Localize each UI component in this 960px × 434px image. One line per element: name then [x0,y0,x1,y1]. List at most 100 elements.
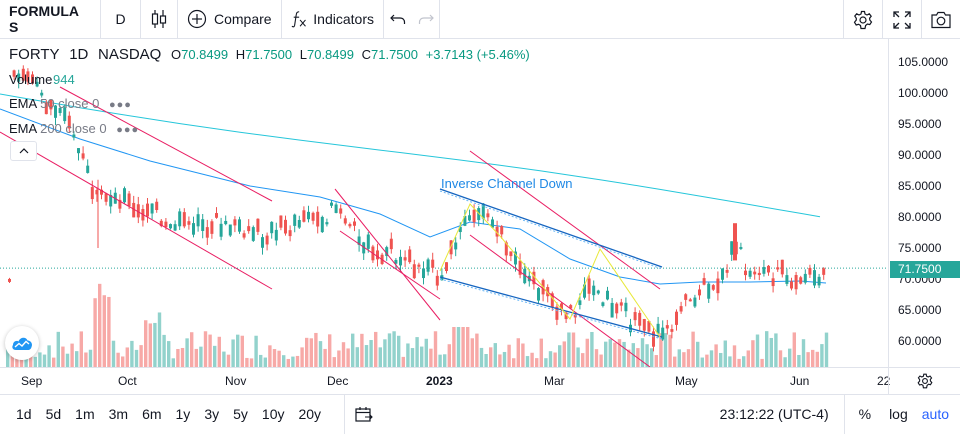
range-20y[interactable]: 20y [298,406,322,422]
volume-bar [383,339,387,367]
volume-bar [700,357,704,367]
more-icon[interactable]: ●●● [108,99,132,111]
candle-body [412,264,416,279]
time-axis[interactable]: Sep Oct Nov Dec 2023 Mar May Jun 22 [0,367,891,394]
time-label: Dec [327,374,349,388]
candle-body [458,226,462,233]
price-label: 75.0000 [898,241,942,255]
volume-bar [111,340,116,367]
ema200-legend[interactable]: EMA 200 close 0 ●●● [9,117,530,142]
candle-body [707,283,711,299]
volume-bar [125,347,129,367]
volume-legend[interactable]: Volume 944 [9,68,530,92]
range-1m[interactable]: 1m [75,406,95,422]
volume-bar [594,349,599,367]
candle-body [514,251,517,265]
volume-bar [406,343,410,367]
candle-body [606,290,609,300]
percent-scale-toggle[interactable]: % [858,406,872,422]
price-label: 105.0000 [898,55,949,69]
volume-bar [88,349,93,367]
candle-body [753,271,757,275]
volume-bar [93,298,97,367]
range-10y[interactable]: 10y [261,406,285,422]
chart-pane[interactable]: Inverse Channel Down [0,39,888,367]
chart-legend: FORTY 1D NASDAQ O70.8499 H71.7500 L70.84… [9,46,530,142]
tradingview-logo-button[interactable] [5,326,39,360]
interval-label: D [115,11,126,27]
snapshot-button[interactable] [921,0,960,39]
candle-body [320,216,324,233]
chart-style-button[interactable] [141,0,178,39]
volume-bar [732,345,737,367]
symbol-search[interactable]: FORMULA S [0,0,101,39]
range-5y[interactable]: 5y [233,406,248,422]
volume-bar [627,349,631,367]
volume-legend-label: Volume [9,72,53,87]
candle-body [670,329,674,332]
candle-body [472,209,476,223]
legend-interval: 1D [69,46,89,63]
candle-body [481,203,485,219]
volume-bar [806,352,810,367]
auto-scale-toggle[interactable]: auto [921,406,949,422]
goto-date-button[interactable] [344,394,382,434]
plus-circle-icon [187,9,207,29]
volume-bar [599,354,603,367]
volume-bar [723,340,727,367]
camera-icon [931,11,951,28]
clock[interactable]: 23:12:22 (UTC-4) [719,406,829,422]
settings-button[interactable] [843,0,882,39]
volume-bar [824,332,829,367]
range-5d[interactable]: 5d [45,406,62,422]
volume-bar [305,337,309,367]
volume-bar [217,336,221,367]
time-label: Jun [790,374,810,388]
range-3m[interactable]: 3m [108,406,129,422]
undo-button[interactable] [384,0,412,39]
ema50-legend[interactable]: EMA 50 close 0 ●●● [9,92,530,117]
fullscreen-button[interactable] [882,0,921,39]
volume-bar [180,347,185,367]
volume-bar [604,341,608,367]
more-icon[interactable]: ●●● [116,124,140,136]
volume-bar [323,348,327,367]
volume-bar [56,331,60,367]
volume-bar [401,356,405,367]
volume-bar [286,358,290,367]
compare-button[interactable]: Compare [178,0,282,39]
volume-bar [314,332,318,367]
volume-bar [544,358,548,367]
volume-bar [272,349,277,367]
axis-settings-button[interactable] [888,367,960,394]
interval-button[interactable]: D [101,0,141,39]
log-scale-toggle[interactable]: log [889,406,908,422]
range-1y[interactable]: 1y [175,406,191,422]
candle-body [357,236,361,245]
redo-button[interactable] [412,0,440,39]
price-axis[interactable]: 105.0000 100.0000 95.0000 90.0000 85.000… [888,39,960,367]
candle-body [385,247,389,257]
ema50-legend-params: 50 close 0 [40,96,100,111]
candle-body [389,238,393,250]
range-3y[interactable]: 3y [204,406,220,422]
range-1d[interactable]: 1d [16,406,32,422]
time-label: 22 [877,374,891,388]
range-6m[interactable]: 6m [142,406,162,422]
legend-open-label: O [170,47,182,62]
trendline [469,150,661,290]
volume-bar [300,347,304,367]
candle-body [123,188,126,203]
legend-high-value: 71.7500 [245,47,293,62]
price-chart[interactable]: Inverse Channel Down [0,39,888,367]
volume-bar [213,345,217,367]
legend-close-label: C [361,47,371,62]
candle-body [610,302,614,318]
volume-bar [337,350,341,367]
time-label: Nov [225,374,247,388]
volume-bar [788,348,792,367]
candle-body [468,215,471,221]
candle-body [178,211,182,227]
indicators-button[interactable]: Indicators [282,0,384,39]
collapse-legend-button[interactable] [10,141,37,161]
